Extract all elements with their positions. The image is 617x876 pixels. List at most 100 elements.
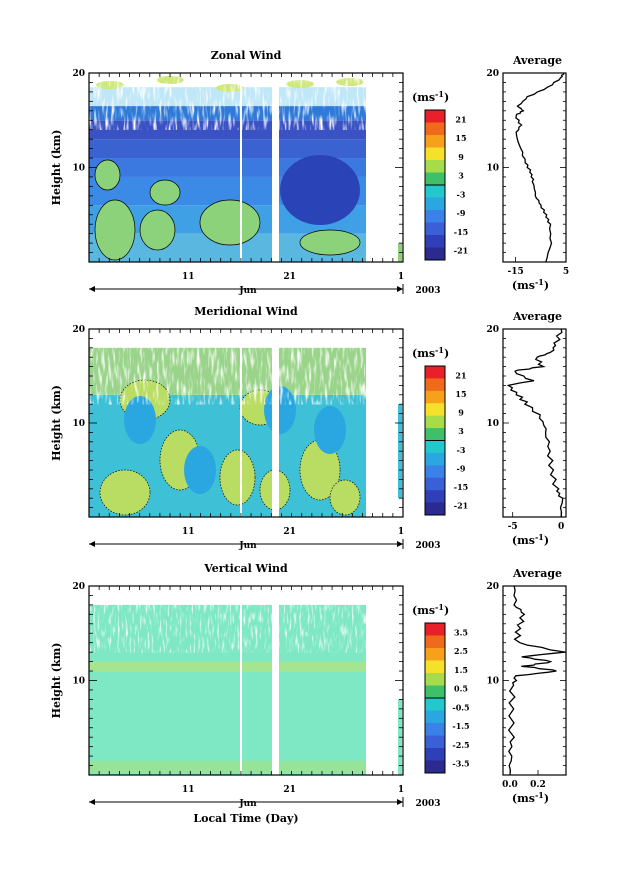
average-x-tick-label: -5 [508, 522, 518, 532]
x-tick-label: 11 [182, 272, 195, 282]
unit-close: ) [544, 792, 549, 805]
colorbar-segment [425, 172, 445, 186]
average-profile-line [515, 72, 565, 263]
negative-wind-patch [314, 406, 346, 454]
panel-title: Vertical Wind [203, 562, 288, 575]
data-gap [240, 329, 242, 517]
average-profile-line [506, 328, 564, 518]
colorbar-unit: (ms-1) [412, 89, 449, 104]
positive-wind-patch [149, 179, 181, 206]
colorbar-tick-label: -9 [457, 463, 466, 473]
average-unit: (ms-1) [512, 790, 549, 805]
negative-wind-patch [124, 396, 156, 444]
average-y-tick-label: 10 [486, 419, 499, 429]
average-x-tick-label: 0.2 [530, 780, 546, 790]
unit-superscript: -1 [435, 345, 444, 355]
positive-wind-patch [299, 439, 341, 501]
y-tick-label: 20 [72, 325, 85, 335]
colorbar-tick-label: -2.5 [452, 740, 469, 750]
colorbar-tick-label: -3 [457, 189, 466, 199]
panel-vertical-wind: Vertical Wind 10 20 Height (km) 11 21 1 Jun 2003… [50, 562, 567, 825]
unit-superscript: -1 [435, 602, 444, 612]
colorbar-segment [425, 660, 445, 674]
colorbar-segment [425, 710, 445, 724]
y-axis-label: Height (km) [50, 130, 63, 206]
panel-title: Zonal Wind [211, 49, 282, 62]
positive-wind-patch [199, 199, 261, 246]
month-label: Jun [238, 799, 257, 809]
y-tick-label: 20 [72, 69, 85, 79]
colorbar-segment [425, 635, 445, 649]
colorbar-tick-label: 3 [458, 426, 464, 436]
x-tick-label: 1 [398, 272, 404, 282]
y-tick-label: 20 [72, 582, 85, 592]
colorbar-tick-label: 9 [458, 408, 464, 418]
colorbar-tick-label: 3 [458, 171, 464, 181]
positive-wind-patch [299, 229, 361, 256]
average-profile-line [507, 585, 566, 776]
colorbar-segment [425, 185, 445, 198]
data-gap [240, 73, 242, 262]
data-gap [272, 586, 279, 775]
field-band [89, 139, 366, 159]
colorbar-segment [425, 723, 445, 736]
colorbar-segment [425, 366, 445, 379]
x-tick-label: 11 [182, 527, 195, 537]
colorbar-tick-label: 21 [455, 114, 466, 124]
unit-superscript: -1 [535, 790, 544, 800]
colorbar-segment [425, 197, 445, 211]
colorbar-segment [425, 110, 445, 123]
x-tick-label: 21 [283, 272, 296, 282]
colorbar-segment [425, 378, 445, 392]
average-x-tick-label: 0 [558, 522, 564, 532]
y-axis-label: Height (km) [50, 643, 63, 719]
unit-superscript: -1 [535, 277, 544, 287]
month-axis-arrow [89, 799, 95, 805]
colorbar-segment [425, 748, 445, 761]
year-label: 2003 [415, 541, 440, 551]
colorbar-tick-label: 3.5 [454, 627, 468, 637]
average-y-tick-label: 20 [486, 325, 499, 335]
unit-close: ) [544, 534, 549, 547]
unit-close: ) [444, 91, 449, 104]
average-frame [502, 328, 567, 518]
colorbar-segment [425, 502, 445, 516]
positive-wind-patch [329, 479, 361, 516]
negative-wind-patch [184, 446, 216, 494]
colorbar-segment [425, 623, 445, 636]
average-y-tick-label: 20 [486, 582, 499, 592]
month-label: Jun [238, 541, 257, 551]
colorbar-segment [425, 428, 445, 441]
colorbar-tick-label: 21 [455, 370, 466, 380]
x-tick-label: 1 [398, 527, 404, 537]
colorbar-segment [425, 698, 445, 711]
colorbar-segment [425, 440, 445, 454]
year-label: 2003 [415, 799, 440, 809]
month-axis-arrow [89, 286, 95, 292]
positive-wind-patch [139, 209, 176, 251]
strong-easterly-core [280, 155, 360, 225]
colorbar-segment [425, 465, 445, 479]
colorbar-unit: (ms-1) [412, 602, 449, 617]
unit-close: ) [444, 347, 449, 360]
data-gap [272, 329, 279, 517]
x-tick-label: 21 [283, 785, 296, 795]
colorbar-tick-label: 0.5 [454, 684, 468, 694]
unit-close: ) [544, 279, 549, 292]
colorbar-tick-label: 2.5 [454, 646, 468, 656]
positive-wind-patch [94, 159, 121, 191]
positive-wind-patch [94, 199, 136, 261]
average-x-tick-label: -15 [507, 267, 523, 277]
colorbar-segment [425, 673, 445, 686]
colorbar-tick-label: -3 [457, 445, 466, 455]
data-gap [366, 73, 397, 262]
panel-zonal-wind: Zonal Wind 10 20 Height (km) 11 21 1 Jun 2003 21 1… [50, 49, 569, 296]
data-gap [366, 329, 397, 517]
colorbar-tick-label: -9 [457, 208, 466, 218]
colorbar-tick-label: 9 [458, 152, 464, 162]
average-title: Average [512, 567, 562, 580]
y-tick-label: 10 [72, 677, 85, 687]
unit-superscript: -1 [435, 89, 444, 99]
month-axis-arrow [397, 286, 403, 292]
positive-wind-patch [219, 449, 256, 506]
